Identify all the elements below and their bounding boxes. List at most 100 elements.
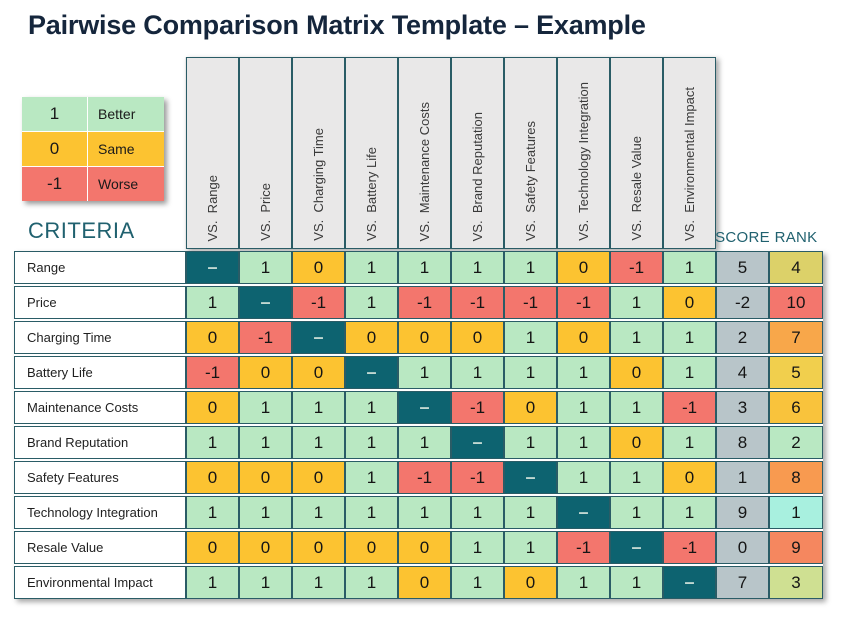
- matrix-cell: 1: [345, 426, 398, 459]
- comparison-matrix: VS. Range VS. Price VS. Charging Time VS. B…: [14, 57, 823, 599]
- matrix-cell: -1: [239, 321, 292, 354]
- column-header-label: VS. Environmental Impact: [682, 87, 697, 241]
- matrix-cell: 0: [663, 461, 716, 494]
- matrix-cell: 1: [663, 251, 716, 284]
- matrix-cell: 0: [504, 391, 557, 424]
- column-header-label: VS. Maintenance Costs: [417, 101, 432, 241]
- column-header: VS. Charging Time: [292, 57, 345, 249]
- matrix-cell: 1: [557, 566, 610, 599]
- matrix-diagonal-cell: –: [345, 356, 398, 389]
- matrix-cell: 0: [292, 251, 345, 284]
- matrix-diagonal-cell: –: [186, 251, 239, 284]
- matrix-cell: -1: [663, 531, 716, 564]
- column-header-label: VS. Technology Integration: [576, 82, 591, 241]
- matrix-cell: 0: [292, 461, 345, 494]
- column-header-label: VS. Charging Time: [311, 128, 326, 241]
- matrix-cell: 0: [504, 566, 557, 599]
- matrix-diagonal-cell: –: [663, 566, 716, 599]
- matrix-cell: -1: [451, 391, 504, 424]
- matrix-cell: 0: [557, 251, 610, 284]
- matrix-cell: -1: [557, 531, 610, 564]
- matrix-cell: 1: [345, 496, 398, 529]
- matrix-cell: -1: [610, 251, 663, 284]
- matrix-cell: 1: [398, 426, 451, 459]
- column-header: VS. Environmental Impact: [663, 57, 716, 249]
- matrix-cell: 0: [663, 286, 716, 319]
- column-header: VS. Safety Features: [504, 57, 557, 249]
- matrix-cell: 1: [610, 566, 663, 599]
- matrix-diagonal-cell: –: [504, 461, 557, 494]
- rank-cell: 7: [769, 321, 823, 354]
- matrix-cell: 1: [610, 496, 663, 529]
- matrix-cell: 1: [557, 391, 610, 424]
- column-header-label: VS. Safety Features: [523, 121, 538, 241]
- matrix-cell: 0: [292, 356, 345, 389]
- rank-cell: 6: [769, 391, 823, 424]
- matrix-cell: 1: [504, 531, 557, 564]
- matrix-diagonal-cell: –: [292, 321, 345, 354]
- matrix-cell: 0: [345, 531, 398, 564]
- matrix-cell: 0: [292, 531, 345, 564]
- matrix-cell: 1: [610, 391, 663, 424]
- matrix-cell: 1: [186, 496, 239, 529]
- score-heading: SCORE: [715, 229, 770, 246]
- matrix-cell: -1: [504, 286, 557, 319]
- column-header: VS. Price: [239, 57, 292, 249]
- score-cell: 5: [716, 251, 769, 284]
- matrix-cell: 1: [504, 321, 557, 354]
- rank-cell: 9: [769, 531, 823, 564]
- matrix-cell: 0: [398, 531, 451, 564]
- column-header-label: VS. Resale Value: [629, 136, 644, 241]
- matrix-cell: 1: [451, 356, 504, 389]
- matrix-cell: 0: [186, 321, 239, 354]
- rank-cell: 1: [769, 496, 823, 529]
- matrix-cell: 1: [345, 391, 398, 424]
- matrix-cell: 1: [398, 251, 451, 284]
- score-cell: 3: [716, 391, 769, 424]
- score-cell: -2: [716, 286, 769, 319]
- matrix-diagonal-cell: –: [451, 426, 504, 459]
- matrix-cell: 1: [557, 426, 610, 459]
- legend-value-worse: -1: [22, 167, 87, 201]
- matrix-cell: 0: [239, 356, 292, 389]
- score-cell: 7: [716, 566, 769, 599]
- matrix-cell: 0: [239, 531, 292, 564]
- legend-label-worse: Worse: [88, 167, 164, 201]
- matrix-cell: 1: [610, 321, 663, 354]
- matrix-cell: 1: [663, 496, 716, 529]
- column-header: VS. Battery Life: [345, 57, 398, 249]
- matrix-cell: 1: [239, 426, 292, 459]
- matrix-cell: -1: [557, 286, 610, 319]
- column-header-label: VS. Range: [205, 174, 220, 242]
- matrix-cell: 1: [451, 566, 504, 599]
- matrix-cell: 1: [504, 496, 557, 529]
- column-header: VS. Maintenance Costs: [398, 57, 451, 249]
- page-title: Pairwise Comparison Matrix Template – Ex…: [28, 10, 646, 40]
- matrix-cell: 1: [186, 286, 239, 319]
- matrix-cell: 1: [292, 566, 345, 599]
- matrix-cell: 1: [610, 286, 663, 319]
- matrix-cell: 0: [345, 321, 398, 354]
- matrix-cell: 0: [239, 461, 292, 494]
- column-header: VS. Brand Reputation: [451, 57, 504, 249]
- matrix-cell: 0: [186, 391, 239, 424]
- row-label: Brand Reputation: [14, 426, 186, 459]
- matrix-cell: 0: [451, 321, 504, 354]
- legend: 1 Better 0 Same -1 Worse: [22, 97, 164, 201]
- legend-label-better: Better: [88, 97, 164, 131]
- matrix-diagonal-cell: –: [239, 286, 292, 319]
- matrix-cell: -1: [663, 391, 716, 424]
- matrix-cell: 1: [504, 356, 557, 389]
- matrix-cell: -1: [398, 461, 451, 494]
- matrix-cell: 1: [345, 286, 398, 319]
- score-cell: 8: [716, 426, 769, 459]
- row-label: Technology Integration: [14, 496, 186, 529]
- matrix-cell: 0: [398, 566, 451, 599]
- matrix-cell: 1: [610, 461, 663, 494]
- row-label: Maintenance Costs: [14, 391, 186, 424]
- matrix-cell: 1: [239, 566, 292, 599]
- rank-cell: 2: [769, 426, 823, 459]
- rank-cell: 8: [769, 461, 823, 494]
- matrix-cell: 1: [239, 496, 292, 529]
